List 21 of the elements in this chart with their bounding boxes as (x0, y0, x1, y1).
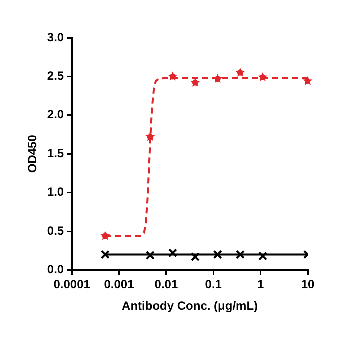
point (258, 252, 268, 261)
point (213, 250, 222, 260)
x-tick-label: 0.001 (104, 278, 135, 292)
y-tick-label: 3.0 (47, 30, 64, 44)
y-tick-label: 0.0 (47, 262, 64, 277)
y-axis-title: OD450 (26, 134, 40, 174)
y-tick-label: 2.0 (47, 108, 64, 122)
point (168, 248, 178, 258)
x-tick-label: 0.01 (154, 278, 178, 292)
point (146, 250, 155, 260)
x-axis-title: Antibody Conc. (μg/mL) (122, 299, 258, 314)
x-tick-label: 0.0001 (54, 278, 91, 292)
x-tick-label: 10 (301, 278, 315, 292)
point (190, 252, 200, 262)
y-tick-label: 1.0 (47, 185, 64, 200)
x-tick-label: 1 (257, 278, 264, 292)
y-tick-label: 0.5 (47, 224, 64, 238)
x-tick-label: 0.1 (205, 278, 222, 292)
y-tick-label: 1.5 (47, 146, 64, 160)
y-tick-label: 2.5 (47, 69, 64, 84)
point (236, 250, 245, 260)
